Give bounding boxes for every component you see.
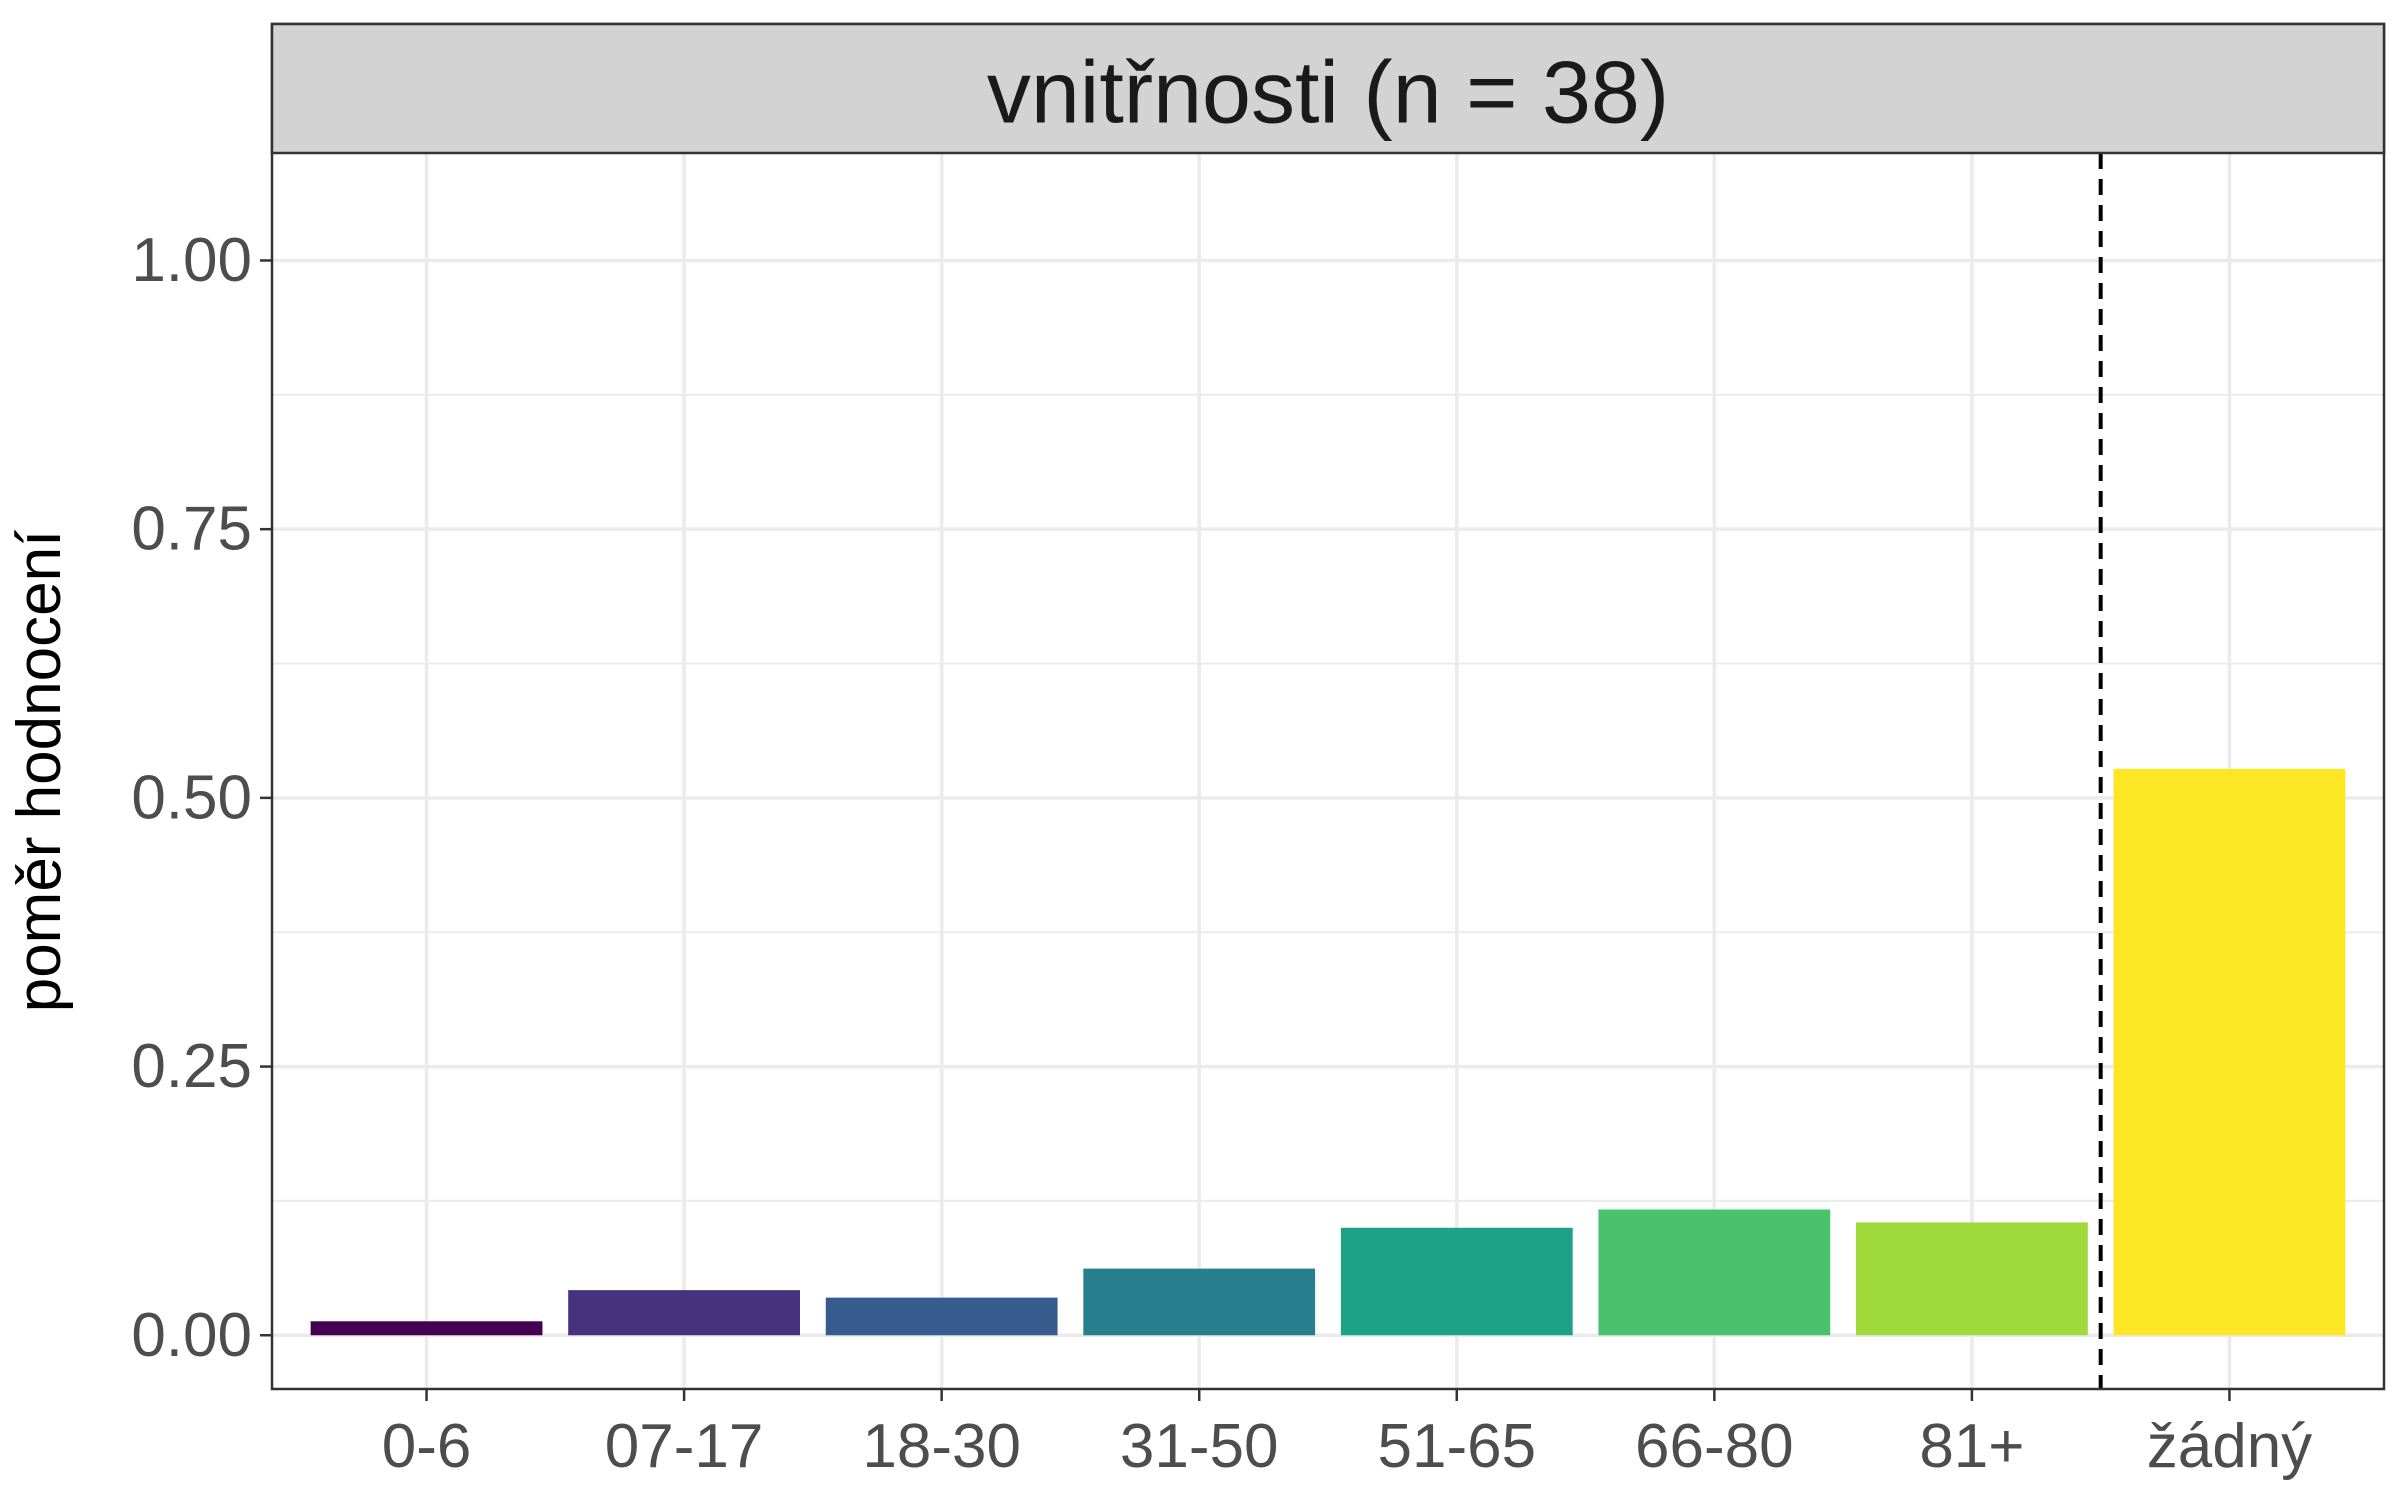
x-tick-label: žádný — [2147, 1412, 2312, 1481]
facet-strip — [270, 22, 2386, 155]
x-tick-label: 66-80 — [1635, 1412, 1794, 1481]
x-tick-label: 0-6 — [382, 1412, 472, 1481]
x-tick-label: 81+ — [1919, 1412, 2024, 1481]
bar-07-17 — [568, 1290, 800, 1336]
major-grid — [272, 153, 2384, 1389]
x-axis-ticks: 0-6 07-17 18-30 31-50 51-65 66-80 81+ žádný — [382, 1389, 2312, 1481]
bar-18-30 — [825, 1297, 1058, 1336]
y-tick-label: 1.00 — [131, 226, 252, 295]
bar-31-50 — [1083, 1268, 1316, 1336]
x-tick-label: 07-17 — [605, 1412, 764, 1481]
minor-grid — [272, 393, 2384, 1202]
bar-66-80 — [1598, 1209, 1831, 1336]
y-tick-label: 0.50 — [131, 763, 252, 832]
bar-81+ — [1856, 1222, 2088, 1336]
y-axis-ticks: 0.00 0.25 0.50 0.75 1.00 — [131, 226, 272, 1370]
y-tick-label: 0.00 — [131, 1301, 252, 1370]
y-tick-label: 0.75 — [131, 495, 252, 564]
bar-51-65 — [1340, 1227, 1573, 1336]
facet-strip-title: vnitřnosti (n = 38) — [987, 43, 1669, 142]
x-tick-label: 18-30 — [862, 1412, 1021, 1481]
plot-panel-background — [272, 153, 2384, 1389]
x-tick-label: 31-50 — [1120, 1412, 1279, 1481]
y-axis-title: poměr hodnocení — [5, 530, 74, 1013]
y-tick-label: 0.25 — [131, 1032, 252, 1101]
bars — [310, 768, 2346, 1336]
x-tick-label: 51-65 — [1377, 1412, 1536, 1481]
bar-žádný — [2113, 768, 2346, 1336]
bar-0-6 — [310, 1321, 543, 1336]
